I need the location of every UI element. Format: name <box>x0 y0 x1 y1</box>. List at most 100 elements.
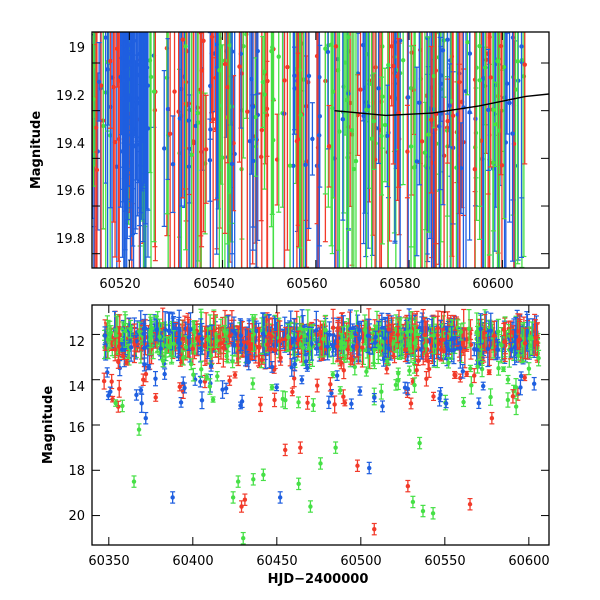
bottom-blue-mark-706-point <box>154 327 159 333</box>
bottom-blue-mark-727-point <box>356 336 362 342</box>
top-xtick-label-1: 60540 <box>193 277 234 292</box>
top-red-mark-386-point <box>98 83 104 88</box>
top-green-mark-304-point <box>337 129 342 134</box>
top-green-mark-232-point <box>386 62 391 68</box>
top-ytick-label-3: 19.6 <box>56 184 85 199</box>
bottom-red-mark-755-point <box>502 339 508 345</box>
bottom-green-mark-729-point <box>362 327 368 333</box>
top-xtick-label-4: 60600 <box>472 277 513 292</box>
bottom-green-mark-375-point <box>496 329 501 334</box>
top-red-mark-308-point <box>358 87 363 92</box>
top-red-mark-185-point <box>522 62 527 67</box>
bottom-green-mark-735-point <box>479 339 484 344</box>
bottom-green-mark-540-point <box>302 333 308 339</box>
top-xtick-label-2: 60560 <box>286 277 327 292</box>
top-green-mark-340-point <box>493 122 499 127</box>
bottom-green-mark-558-point <box>499 343 504 348</box>
top-green-mark-403-point <box>271 97 276 102</box>
top-blue-dense-58-point <box>140 60 145 66</box>
bottom-red-mark-575-point <box>360 345 365 350</box>
bottom-blue-mark-676-point <box>325 344 330 349</box>
top-panel: 60520 60540 60560 60580 60600 19 19.2 19… <box>29 31 550 292</box>
top-green-mark-322-point <box>364 107 369 113</box>
top-green-mark-115-point <box>515 59 520 64</box>
top-blue-mark-411-point <box>170 161 176 167</box>
top-blue-mark-333-point <box>177 116 183 121</box>
bottom-green-mark-663-point <box>344 341 350 347</box>
top-blue-mark-204-point <box>361 113 366 119</box>
bottom-data-marks <box>101 307 542 545</box>
top-green-mark-373-point <box>465 40 470 45</box>
top-green-mark-400-point <box>353 158 359 164</box>
bottom-red-mark-743-point <box>318 329 323 334</box>
top-green-mark-352-point <box>346 35 351 40</box>
top-red-mark-362-point <box>429 117 434 122</box>
top-green-mark-235-point <box>189 152 194 157</box>
top-blue-mark-339-point <box>310 136 315 142</box>
bottom-red-mark-740-point <box>256 344 261 350</box>
top-blue-mark-303-point <box>208 83 213 89</box>
top-red-mark-335-point <box>314 53 320 59</box>
top-green-mark-355-point <box>431 73 437 79</box>
top-green-mark-418-point <box>371 119 377 124</box>
top-red-mark-98-point <box>191 140 196 146</box>
top-blue-mark-366-point <box>440 48 446 53</box>
bottom-red-mark-197-point <box>464 337 470 342</box>
top-red-mark-374-point <box>333 44 339 49</box>
bottom-blue-mark-628-point <box>254 328 259 334</box>
top-blue-dense-36-point <box>131 144 136 149</box>
top-blue-mark-294-point <box>376 86 381 91</box>
top-blue-mark-111-point <box>291 163 296 168</box>
top-red-mark-398-point <box>472 167 478 172</box>
top-blue-mark-312-point <box>504 81 510 86</box>
top-red-mark-416-point <box>108 58 113 64</box>
top-blue-mark-240-point <box>306 73 312 79</box>
top-blue-mark-402-point <box>445 37 450 42</box>
top-blue-mark-342-point <box>486 107 491 113</box>
top-green-mark-415-point <box>183 44 188 49</box>
top-blue-mark-159-point <box>103 35 108 40</box>
bottom-red-mark-650-point <box>468 342 474 347</box>
bottom-red-mark-419-point <box>221 345 226 350</box>
top-blue-mark-390-point <box>229 161 235 167</box>
bottom-red-mark-722-point <box>345 347 351 352</box>
top-blue-dense-59-point <box>132 38 137 43</box>
top-blue-mark-414-point <box>105 67 110 72</box>
top-green-mark-301-point <box>483 65 488 70</box>
top-red-mark-380-point <box>445 118 450 124</box>
top-blue-mark-267-point <box>207 157 213 163</box>
top-y-axis-title: Magnitude <box>29 111 44 190</box>
bottom-green-mark-744-point <box>340 340 345 346</box>
top-blue-mark-372-point <box>165 106 171 112</box>
top-blue-mark-405-point <box>417 100 422 105</box>
bottom-blue-mark-658-point <box>142 326 148 331</box>
top-red-mark-368-point <box>282 78 287 83</box>
top-green-mark-280-point <box>495 58 500 64</box>
top-green-mark-175-point <box>101 123 106 129</box>
bottom-red-mark-746-point <box>216 334 221 339</box>
top-green-mark-145-point <box>276 54 281 59</box>
top-green-mark-391-point <box>349 128 355 133</box>
top-blue-mark-186-point <box>162 146 167 151</box>
top-red-mark-404-point <box>222 61 228 67</box>
top-blue-mark-399-point <box>510 131 515 136</box>
top-red-mark-92-point <box>306 80 311 85</box>
top-blue-mark-357-point <box>186 118 192 123</box>
top-red-mark-275-point <box>259 127 265 133</box>
top-blue-mark-210-point <box>414 159 420 164</box>
top-blue-mark-375-point <box>214 42 219 47</box>
top-green-mark-379-point <box>227 43 233 48</box>
top-red-mark-194-point <box>93 125 99 130</box>
top-green-mark-397-point <box>92 96 96 102</box>
top-red-mark-389-point <box>391 63 396 69</box>
top-red-mark-173-point <box>225 85 231 90</box>
top-red-mark-341-point <box>457 79 462 85</box>
top-blue-mark-396-point <box>437 124 442 129</box>
bottom-green-mark-552-point <box>323 327 328 333</box>
top-red-mark-356-point <box>295 137 301 142</box>
top-green-mark-346-point <box>379 133 384 139</box>
top-green-mark-163-point <box>253 114 258 120</box>
top-blue-mark-144-point <box>507 100 512 106</box>
top-green-mark-208-point <box>148 74 154 80</box>
bottom-green-mark-645-point <box>225 343 231 349</box>
